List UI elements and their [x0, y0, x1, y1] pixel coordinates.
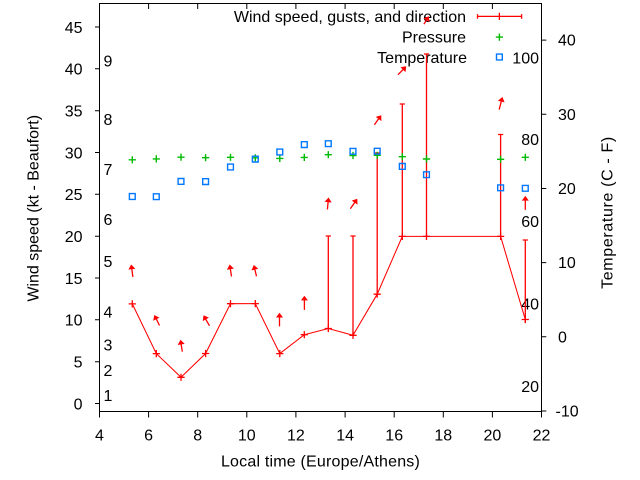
svg-text:-10: -10	[556, 404, 579, 421]
svg-text:6: 6	[104, 212, 113, 229]
svg-text:5: 5	[104, 254, 113, 271]
svg-text:8: 8	[104, 112, 113, 129]
svg-text:22: 22	[533, 427, 551, 444]
svg-text:40: 40	[558, 33, 576, 50]
svg-text:Wind speed, gusts, and directi: Wind speed, gusts, and direction	[234, 9, 466, 26]
svg-text:14: 14	[336, 427, 354, 444]
svg-text:40: 40	[521, 297, 539, 314]
svg-text:3: 3	[104, 338, 113, 355]
svg-text:4: 4	[95, 427, 104, 444]
svg-text:Pressure: Pressure	[402, 30, 466, 47]
svg-text:20: 20	[521, 379, 539, 396]
svg-text:10: 10	[558, 255, 576, 272]
svg-text:10: 10	[65, 313, 83, 330]
svg-text:25: 25	[65, 187, 83, 204]
svg-text:35: 35	[65, 104, 83, 121]
svg-text:Wind speed (kt - Beaufort): Wind speed (kt - Beaufort)	[26, 115, 43, 302]
svg-text:30: 30	[65, 145, 83, 162]
svg-text:7: 7	[104, 162, 113, 179]
svg-text:2: 2	[104, 363, 113, 380]
svg-text:8: 8	[193, 427, 202, 444]
svg-text:80: 80	[521, 132, 539, 149]
svg-text:18: 18	[434, 427, 452, 444]
svg-text:16: 16	[385, 427, 403, 444]
svg-text:100: 100	[512, 50, 539, 67]
svg-text:15: 15	[65, 271, 83, 288]
svg-text:30: 30	[558, 107, 576, 124]
svg-text:60: 60	[521, 214, 539, 231]
svg-text:Temperature (C - F): Temperature (C - F)	[600, 136, 617, 289]
svg-text:1: 1	[104, 388, 113, 405]
svg-text:20: 20	[484, 427, 502, 444]
svg-text:Temperature: Temperature	[377, 50, 467, 67]
svg-text:20: 20	[65, 229, 83, 246]
svg-text:6: 6	[144, 427, 153, 444]
svg-text:9: 9	[104, 53, 113, 70]
svg-text:45: 45	[65, 20, 83, 37]
svg-text:4: 4	[104, 304, 113, 321]
svg-text:12: 12	[287, 427, 305, 444]
svg-text:0: 0	[74, 396, 83, 413]
svg-text:20: 20	[558, 181, 576, 198]
svg-text:Local time (Europe/Athens): Local time (Europe/Athens)	[221, 454, 420, 471]
svg-text:5: 5	[74, 355, 83, 372]
svg-text:0: 0	[558, 329, 567, 346]
svg-text:10: 10	[238, 427, 256, 444]
svg-text:40: 40	[65, 62, 83, 79]
